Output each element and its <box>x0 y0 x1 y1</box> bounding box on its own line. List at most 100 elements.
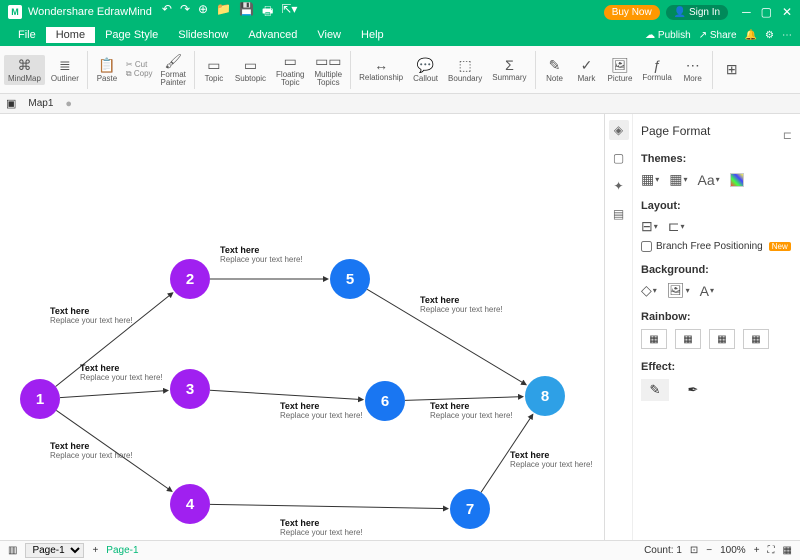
ribbon-mindmap[interactable]: ⌘MindMap <box>4 55 45 85</box>
ribbon-callout[interactable]: 💬Callout <box>409 55 442 85</box>
redo-icon[interactable]: ↷ <box>180 2 190 23</box>
effect-shadow[interactable]: ✒ <box>679 379 707 401</box>
export-icon[interactable]: ⇱▾ <box>281 2 297 23</box>
node-8[interactable]: 8 <box>525 376 565 416</box>
sidetab-page-icon[interactable]: ▢ <box>609 148 629 168</box>
theme-color[interactable] <box>730 173 744 187</box>
maximize-icon[interactable]: ▢ <box>761 5 772 19</box>
pin-icon[interactable]: ⊏ <box>783 129 792 142</box>
theme-opt-1[interactable]: ▦▾ <box>641 171 659 188</box>
menu-file[interactable]: File <box>8 27 46 43</box>
ribbon-boundary[interactable]: ⬚Boundary <box>444 55 486 85</box>
open-icon[interactable]: 📁 <box>216 2 231 23</box>
panel-title: Page Format <box>641 124 710 139</box>
edge-label-1[interactable]: Text hereReplace your text here! <box>80 364 163 383</box>
effect-sketch[interactable]: ✎ <box>641 379 669 401</box>
sign-in-button[interactable]: 👤 Sign In <box>666 5 728 20</box>
ribbon-floating[interactable]: ▭FloatingTopic <box>272 51 308 89</box>
canvas[interactable]: 1 2 3 4 5 6 7 8 Text hereReplace your text here!… <box>0 114 604 540</box>
zoom-level: 100% <box>720 545 746 556</box>
edge-label-7[interactable]: Text hereReplace your text here! <box>430 402 513 421</box>
page-selector[interactable]: Page-1 <box>25 543 84 558</box>
new-icon[interactable]: ⊕ <box>198 2 208 23</box>
ribbon-topic[interactable]: ▭Topic <box>199 55 229 85</box>
edge-label-0[interactable]: Text hereReplace your text here! <box>50 307 133 326</box>
bg-fill[interactable]: ◇▾ <box>641 282 657 299</box>
minimize-icon[interactable]: ─ <box>742 5 751 19</box>
ribbon-format[interactable]: 🖌FormatPainter <box>157 51 190 89</box>
ribbon-note[interactable]: ✎Note <box>540 55 570 85</box>
tab-list-icon[interactable]: ▣ <box>6 97 16 110</box>
help-icon[interactable]: ⋯ <box>782 30 792 41</box>
copy-button[interactable]: ⧉ Copy <box>126 69 153 79</box>
ribbon-mark[interactable]: ✓Mark <box>572 55 602 85</box>
sidetab-style-icon[interactable]: ✦ <box>609 176 629 196</box>
menu-slideshow[interactable]: Slideshow <box>168 27 238 43</box>
add-page-button[interactable]: + <box>92 545 98 556</box>
ribbon-more[interactable]: ⋯More <box>678 55 708 85</box>
rainbow-opt-3[interactable]: ▦ <box>709 329 735 349</box>
sidetab-format-icon[interactable]: ◈ <box>609 120 629 140</box>
fullscreen-icon[interactable]: ⛶ <box>768 545 775 556</box>
edge-label-6[interactable]: Text hereReplace your text here! <box>420 296 503 315</box>
edge-label-8[interactable]: Text hereReplace your text here! <box>510 451 593 470</box>
node-2[interactable]: 2 <box>170 259 210 299</box>
node-1[interactable]: 1 <box>20 379 60 419</box>
effect-heading: Effect: <box>641 361 792 373</box>
bg-image[interactable]: 🖼▾ <box>667 282 690 299</box>
undo-icon[interactable]: ↶ <box>162 2 172 23</box>
node-3[interactable]: 3 <box>170 369 210 409</box>
layout-opt-2[interactable]: ⊏▾ <box>668 218 685 235</box>
edge-label-5[interactable]: Text hereReplace your text here! <box>280 519 363 538</box>
edge-label-4[interactable]: Text hereReplace your text here! <box>280 402 363 421</box>
ribbon-summary[interactable]: ΣSummary <box>488 55 530 84</box>
edge-label-3[interactable]: Text hereReplace your text here! <box>220 246 303 265</box>
notification-icon[interactable]: 🔔 <box>745 30 757 41</box>
rainbow-opt-2[interactable]: ▦ <box>675 329 701 349</box>
publish-button[interactable]: ☁ Publish <box>645 30 691 41</box>
branch-free-checkbox[interactable]: Branch Free PositioningNew <box>641 241 792 252</box>
theme-font[interactable]: Aa▾ <box>698 172 720 188</box>
background-heading: Background: <box>641 264 792 276</box>
buy-now-button[interactable]: Buy Now <box>604 5 660 20</box>
ribbon-item[interactable]: ⊞ <box>717 59 747 80</box>
fit-icon[interactable]: ⊡ <box>690 545 698 556</box>
ribbon-formula[interactable]: ƒFormula <box>638 55 675 84</box>
theme-opt-2[interactable]: ▦▾ <box>669 171 687 188</box>
save-icon[interactable]: 💾 <box>239 2 254 23</box>
menu-help[interactable]: Help <box>351 27 394 43</box>
ribbon-multiple[interactable]: ▭▭MultipleTopics <box>311 51 347 89</box>
node-7[interactable]: 7 <box>450 489 490 529</box>
edges-layer <box>0 114 604 540</box>
ribbon-relationship[interactable]: ↔Relationship <box>355 55 407 84</box>
menu-view[interactable]: View <box>307 27 351 43</box>
grid-icon[interactable]: ▦ <box>783 545 792 556</box>
print-icon[interactable]: 🖶 <box>262 2 273 23</box>
close-icon[interactable]: ✕ <box>782 5 792 19</box>
menu-page-style[interactable]: Page Style <box>95 27 168 43</box>
ribbon-outliner[interactable]: ≣Outliner <box>47 55 83 85</box>
rainbow-opt-4[interactable]: ▦ <box>743 329 769 349</box>
zoom-in-button[interactable]: + <box>754 545 760 556</box>
bg-watermark[interactable]: A▾ <box>700 283 714 299</box>
node-4[interactable]: 4 <box>170 484 210 524</box>
ribbon-subtopic[interactable]: ▭Subtopic <box>231 55 270 85</box>
menu-home[interactable]: Home <box>46 27 95 43</box>
ribbon-picture[interactable]: 🖼Picture <box>604 55 637 85</box>
status-bar: ▥ Page-1 + Page-1 Count: 1 ⊡ − 100% + ⛶ … <box>0 540 800 560</box>
tab-close-dot[interactable]: ● <box>65 98 72 110</box>
node-5[interactable]: 5 <box>330 259 370 299</box>
sidetab-layout-icon[interactable]: ▤ <box>609 204 629 224</box>
menu-advanced[interactable]: Advanced <box>238 27 307 43</box>
node-6[interactable]: 6 <box>365 381 405 421</box>
rainbow-opt-1[interactable]: ▦ <box>641 329 667 349</box>
ribbon-paste[interactable]: 📋Paste <box>92 55 122 85</box>
share-button[interactable]: ↗ Share <box>699 30 737 41</box>
outline-icon[interactable]: ▥ <box>8 545 17 556</box>
zoom-out-button[interactable]: − <box>706 545 712 556</box>
settings-icon[interactable]: ⚙ <box>765 30 774 41</box>
cut-button[interactable]: ✂ Cut <box>126 60 153 69</box>
document-tab[interactable]: Map1 <box>22 96 59 111</box>
edge-label-2[interactable]: Text hereReplace your text here! <box>50 442 133 461</box>
layout-opt-1[interactable]: ⊟▾ <box>641 218 658 235</box>
